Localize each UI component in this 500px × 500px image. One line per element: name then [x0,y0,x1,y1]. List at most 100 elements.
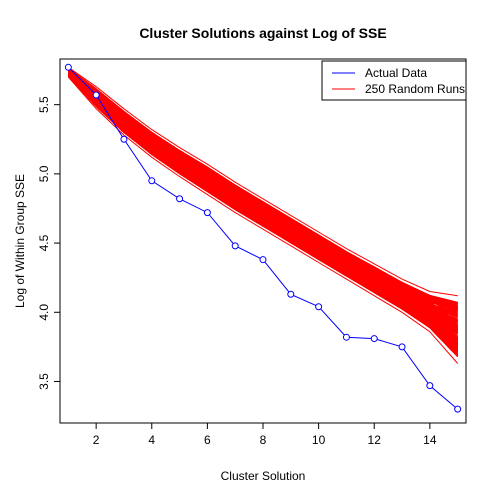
random-run-line [67,69,458,311]
y-tick-label: 5.5 [37,96,51,113]
random-run-line [67,70,458,303]
x-tick-label: 8 [260,433,267,447]
random-run-line [67,70,458,303]
random-run-line [67,69,458,303]
random-run-line [67,76,459,364]
random-run-line [67,72,458,316]
legend-label-random: 250 Random Runs [365,82,465,96]
random-run-line [67,69,458,309]
random-run-line [67,69,458,303]
random-run-line [67,69,458,306]
random-run-line [67,70,458,318]
random-run-line [68,68,458,309]
random-run-line [67,70,458,303]
actual-data-point [203,209,211,217]
random-run-line [67,69,458,312]
actual-data-point [287,290,295,298]
x-tick-label: 6 [204,433,211,447]
random-run-line [68,69,458,303]
legend-label-actual: Actual Data [365,66,427,80]
random-run-line [67,71,458,309]
x-axis: 2 4 6 8 10 12 14 [93,422,437,447]
random-runs-group [67,66,459,364]
y-tick-label: 5.0 [37,165,51,182]
x-tick-label: 4 [148,433,155,447]
legend-box [321,60,467,101]
random-run-line [68,67,458,311]
actual-data-group [64,63,462,413]
actual-data-point [370,335,378,343]
random-run-line [67,69,458,311]
actual-data-point [148,177,156,185]
random-run-line [68,69,458,310]
random-run-line [68,66,458,297]
x-tick-label: 2 [93,433,100,447]
actual-data-point [315,303,323,311]
random-run-line [67,70,458,305]
random-run-line [67,69,458,307]
random-run-line [67,70,458,303]
random-run-line [67,70,458,310]
random-run-line [67,71,458,312]
actual-data-point [426,382,434,390]
random-run-line [68,67,458,303]
actual-data-point [398,343,406,351]
random-run-line [67,70,458,307]
random-run-line [67,68,458,313]
actual-data-point [92,91,100,99]
random-run-line [67,71,458,307]
random-run-line [67,71,458,303]
random-run-line [67,68,458,305]
x-tick-label: 10 [312,433,326,447]
chart-title: Cluster Solutions against Log of SSE [139,25,386,41]
actual-data-point [342,333,350,341]
y-axis-label: Log of Within Group SSE [13,174,27,308]
random-run-line [67,69,458,314]
y-tick-label: 4.5 [37,234,51,251]
random-run-line [67,72,458,309]
x-tick-label: 14 [423,433,437,447]
random-run-line [68,68,458,308]
random-run-line [68,68,458,303]
random-run-line [67,69,458,303]
random-run-line [67,72,459,344]
actual-data-point [176,195,184,203]
x-tick-label: 12 [368,433,382,447]
random-run-line [67,68,458,307]
random-run-line [67,70,458,338]
random-run-line [67,69,458,310]
actual-data-point [231,242,239,250]
random-run-line [67,68,458,308]
random-run-line [67,71,458,310]
random-run-line [67,70,458,303]
y-tick-label: 3.5 [37,373,51,390]
random-run-line [68,67,458,304]
random-run-line [67,70,458,306]
actual-data-point [120,135,128,143]
actual-data-point [454,405,462,413]
random-run-line [67,69,458,317]
random-run-line [67,70,458,326]
random-run-line [67,70,458,312]
random-run-line [68,67,458,305]
random-run-line [67,70,458,311]
random-run-line [68,68,458,316]
random-run-line [68,67,458,305]
random-run-line [67,72,458,317]
random-run-line [67,72,458,309]
x-axis-label: Cluster Solution [221,469,306,483]
random-run-line [68,68,458,318]
random-run-line [67,70,458,310]
random-run-line [68,67,458,308]
random-run-line [67,71,458,312]
actual-data-point [259,256,267,264]
random-run-line [67,69,458,308]
random-run-line [68,67,458,303]
random-run-line [68,69,458,304]
random-run-line [67,69,458,306]
random-run-line [67,69,458,308]
random-run-line [67,69,458,303]
random-run-line [67,71,458,304]
random-run-line [67,68,458,314]
